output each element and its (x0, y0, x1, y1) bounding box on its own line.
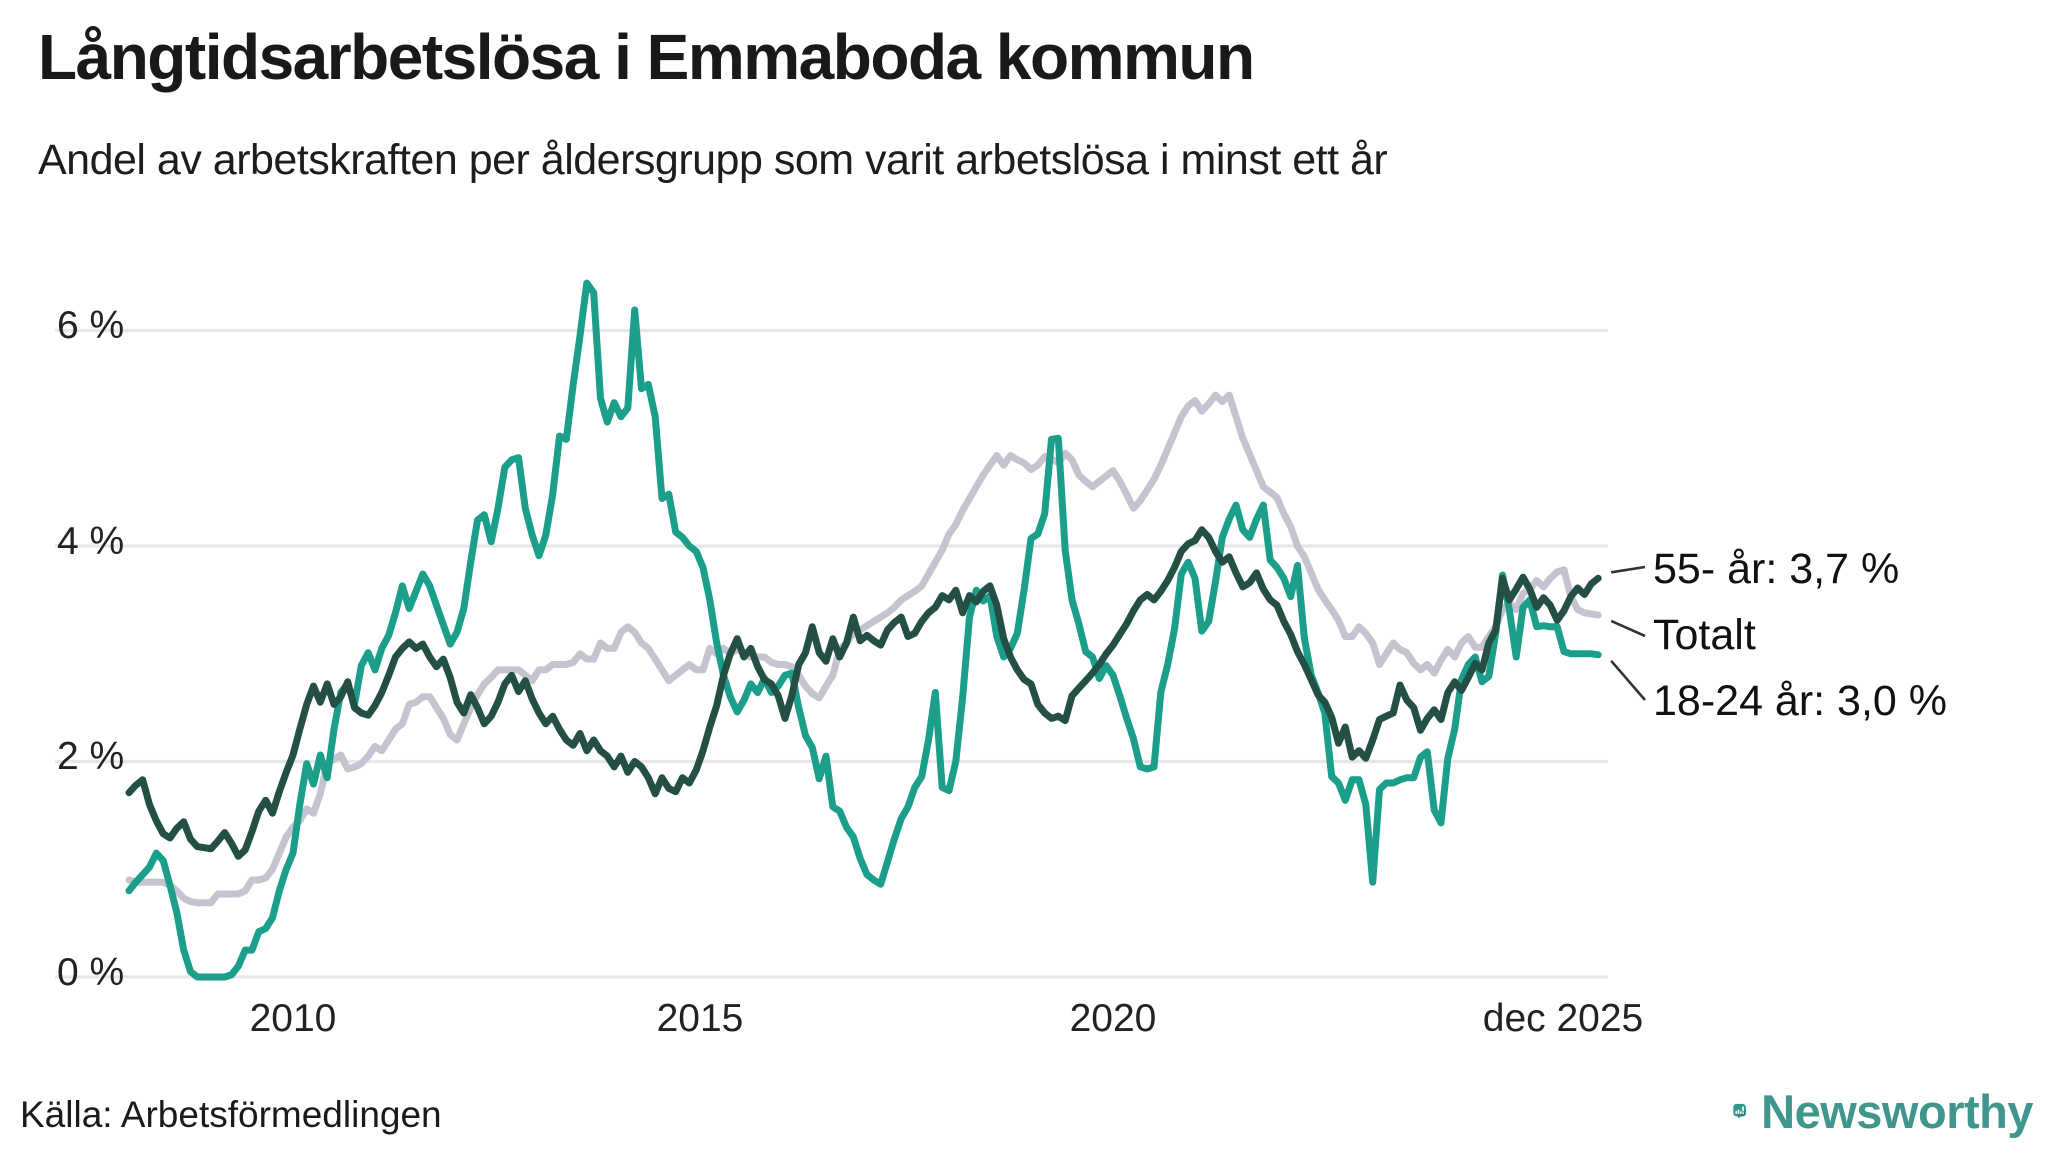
x-axis-tick-2020: 2020 (1069, 997, 1157, 1040)
series-label-18-24-ar: 18-24 år: 3,0 % (1653, 677, 1948, 725)
y-axis-tick-2: 2 % (57, 735, 125, 778)
source-credit: Källa: Arbetsförmedlingen (20, 1094, 442, 1135)
x-axis-tick-2010: 2010 (249, 997, 337, 1040)
newsworthy-speech-bubble-barchart-icon (1733, 1103, 1746, 1119)
annotation-connector-totalt (1610, 619, 1646, 638)
series-line-18-24-r (125, 279, 1602, 981)
page-title: Långtidsarbetslösa i Emmaboda kommun (38, 21, 1255, 93)
annotation-connector-18-24-r (1610, 659, 1646, 701)
series-line-55-r (125, 526, 1602, 860)
x-axis-tick-dec-2025: dec 2025 (1482, 997, 1644, 1040)
newsworthy-logo: Newsworthy (1733, 1068, 2033, 1154)
y-axis-tick-0: 0 % (57, 951, 125, 994)
annotation-connector-55-r (1610, 565, 1646, 574)
newsworthy-wordmark: Newsworthy (1761, 1084, 2033, 1138)
series-line-totalt (125, 391, 1602, 907)
series-label-totalt: Totalt (1653, 611, 1756, 659)
page-subtitle: Andel av arbetskraften per åldersgrupp s… (38, 136, 1388, 184)
y-axis-tick-6: 6 % (57, 304, 125, 347)
x-axis-tick-2015: 2015 (656, 997, 744, 1040)
y-axis-tick-4: 4 % (57, 520, 125, 563)
series-label-55-ar: 55- år: 3,7 % (1653, 545, 1900, 593)
